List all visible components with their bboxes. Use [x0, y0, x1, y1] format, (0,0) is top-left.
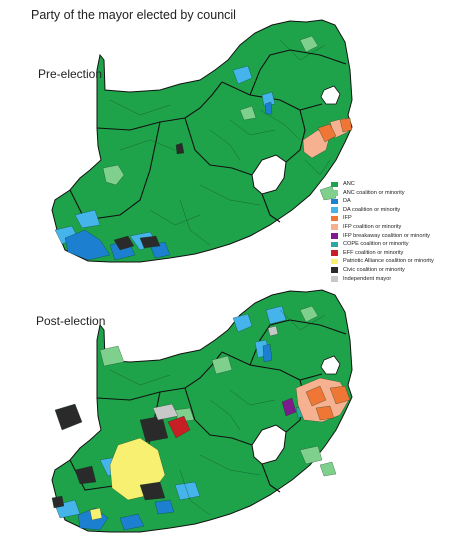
legend-label: Independent mayor: [343, 275, 392, 282]
independent-area: [267, 325, 279, 337]
legend-item-anc-coalition: ANC coalition or minority: [331, 189, 434, 198]
legend-item-ifp-breakaway: IFP breakaway coalition or minority: [331, 232, 434, 241]
da-coalition-area: [261, 91, 276, 107]
ifp-breakaway-area: [281, 397, 297, 417]
ifp-area: [317, 123, 337, 143]
legend-item-ifp-coalition: IFP coalition or minority: [331, 223, 434, 232]
legend-swatch: [331, 250, 338, 256]
anc-coalition-area: [99, 345, 125, 367]
legend-label: IFP breakaway coalition or minority: [343, 232, 430, 239]
anc-coalition-area: [211, 355, 233, 375]
legend-item-cope: COPE coalition or minority: [331, 240, 434, 249]
eswatini: [320, 85, 341, 105]
ifp-area: [305, 385, 327, 407]
da-coalition-area: [232, 65, 253, 85]
ifp-area: [315, 405, 335, 421]
province-boundary: [184, 387, 253, 446]
anc-coalition-area: [299, 35, 319, 53]
legend-swatch: [331, 233, 338, 239]
civic-area: [139, 481, 166, 501]
civic-area: [139, 415, 169, 443]
pre-election-label: Pre-election: [38, 67, 103, 81]
legend-label: COPE coalition or minority: [343, 241, 409, 248]
civic-area: [113, 235, 135, 251]
ifp-area: [329, 385, 351, 405]
legend-item-eff: EFF coalition or minority: [331, 249, 434, 258]
province-boundary: [261, 193, 281, 223]
legend-swatch: [331, 207, 338, 213]
legend-swatch: [331, 215, 338, 222]
da-coalition-area: [174, 481, 201, 501]
eff-area: [167, 415, 191, 439]
da-coalition-area: [265, 305, 287, 325]
civic-area: [54, 403, 83, 431]
province-boundary: [249, 49, 347, 96]
da-area: [64, 229, 111, 261]
pre-election-map: [51, 19, 353, 263]
province-boundary: [184, 117, 253, 176]
country-outline: [51, 19, 353, 263]
legend-swatch: [331, 267, 338, 274]
da-coalition-area: [74, 209, 101, 229]
province-boundary: [285, 109, 306, 163]
province-boundary: [261, 463, 281, 493]
lesotho: [251, 154, 287, 195]
civic-area: [74, 465, 97, 485]
legend-item-anc: ANC: [331, 180, 434, 189]
legend-swatch: [331, 258, 338, 265]
da-area: [119, 513, 145, 531]
legend-label: IFP coalition or minority: [343, 223, 402, 230]
anc-coalition-area: [102, 164, 125, 186]
civic-area: [175, 142, 185, 155]
civic-area: [51, 495, 65, 509]
legend-swatch: [331, 190, 338, 196]
eswatini: [320, 355, 341, 375]
legend-label: DA coalition or minority: [343, 206, 401, 213]
legend-swatch: [331, 181, 338, 188]
anc-coalition-area: [319, 461, 337, 477]
legend-label: IFP: [343, 215, 352, 222]
anc-coalition-area: [319, 185, 337, 201]
legend-item-da-coalition: DA coalition or minority: [331, 206, 434, 215]
legend-label: Civic coalition or minority: [343, 266, 405, 273]
da-area: [264, 101, 273, 115]
legend-swatch: [331, 241, 338, 248]
legend-swatch: [331, 198, 338, 205]
lesotho: [251, 424, 287, 465]
anc-coalition-area: [299, 305, 319, 323]
legend-swatch: [331, 276, 338, 282]
legend-label: ANC: [343, 181, 355, 187]
da-area: [154, 499, 175, 515]
civic-area: [139, 235, 161, 249]
legend: ANC ANC coalition or minority DA DA coal…: [331, 180, 434, 283]
post-election-label: Post-election: [36, 314, 106, 328]
province-boundary: [221, 351, 323, 381]
post-election-map: [51, 289, 353, 533]
legend-item-da: DA: [331, 197, 434, 206]
da-coalition-area: [232, 313, 253, 333]
legend-item-independent: Independent mayor: [331, 275, 434, 284]
legend-item-patriotic-alliance: Patriotic Alliance coalition or minority: [331, 257, 434, 266]
legend-swatch: [331, 224, 338, 231]
legend-label: Patriotic Alliance coalition or minority: [343, 258, 434, 265]
province-boundary: [221, 81, 323, 111]
map-title: Party of the mayor elected by council: [31, 8, 236, 22]
independent-area: [152, 403, 179, 421]
patriotic-alliance-area: [89, 507, 103, 521]
legend-item-ifp: IFP: [331, 214, 434, 223]
ifp-area: [339, 117, 353, 133]
anc-coalition-area: [299, 445, 323, 465]
legend-label: DA: [343, 198, 351, 205]
anc-coalition-area: [239, 105, 257, 121]
da-area: [262, 343, 273, 363]
legend-label: EFF coalition or minority: [343, 249, 404, 256]
legend-label: ANC coalition or minority: [343, 189, 405, 196]
legend-item-civic: Civic coalition or minority: [331, 266, 434, 275]
